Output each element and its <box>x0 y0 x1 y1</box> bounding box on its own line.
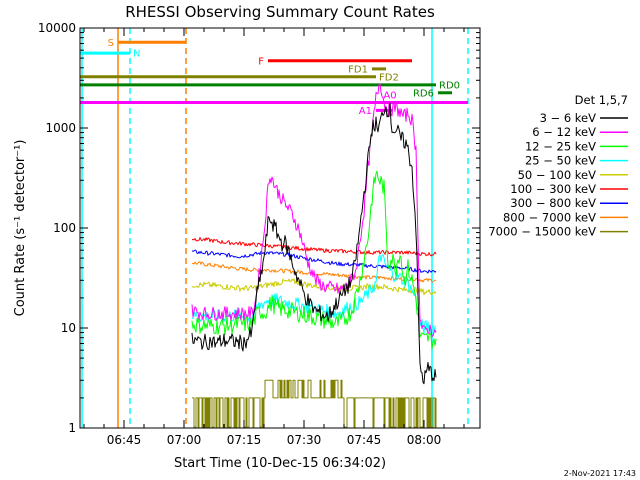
flag-label-2: F <box>258 56 264 67</box>
series-line-8 <box>192 379 437 428</box>
chart-title: RHESSI Observing Summary Count Rates <box>125 3 435 21</box>
series-line-3 <box>191 254 437 335</box>
legend-label: 100 − 300 keV <box>510 182 596 196</box>
x-tick-label: 07:45 <box>347 433 382 447</box>
legend-label: 12 − 25 keV <box>525 139 596 153</box>
y-axis-label: Count Rate (s⁻¹ detector⁻¹) <box>13 140 28 317</box>
legend-label: 300 − 800 keV <box>510 196 596 210</box>
flag-label-7: A1 <box>359 106 372 117</box>
flag-label-3: FD1 <box>348 64 368 75</box>
x-tick-label: 07:00 <box>167 433 202 447</box>
y-tick-label: 100 <box>53 221 76 235</box>
x-tick-label: 06:45 <box>107 433 142 447</box>
series-line-2 <box>191 170 437 350</box>
flag-label-6: RD6 <box>413 88 434 99</box>
y-tick-label: 1000 <box>45 121 76 135</box>
y-tick-label: 1 <box>68 421 76 435</box>
legend-label: 3 − 6 keV <box>540 111 597 125</box>
x-tick-label: 07:15 <box>227 433 262 447</box>
series-line-6 <box>191 249 437 274</box>
series-line-1 <box>191 83 437 337</box>
series-line-0 <box>191 102 437 385</box>
series-line-4 <box>191 278 437 296</box>
plot-area: S N F FD1 FD2 RD0 RD6 A1 A0 <box>80 28 469 428</box>
flag-label-1: N <box>133 49 140 60</box>
legend-label: 50 − 100 keV <box>518 168 597 182</box>
y-tick-label: 10000 <box>38 21 76 35</box>
legend-label: 25 − 50 keV <box>525 154 596 168</box>
flag-label-8: A0 <box>383 90 396 101</box>
legend-label: 7000 − 15000 keV <box>488 225 596 239</box>
series-line-5 <box>191 237 437 257</box>
x-tick-label: 08:00 <box>407 433 442 447</box>
footer-timestamp: 2-Nov-2021 17:43 <box>564 469 636 478</box>
legend-label: 800 − 7000 keV <box>503 210 596 224</box>
legend-title: Det 1,5,7 <box>575 93 628 107</box>
flag-label-0: S <box>108 38 114 49</box>
x-tick-label: 07:30 <box>287 433 322 447</box>
y-tick-label: 10 <box>61 321 76 335</box>
legend-label: 6 − 12 keV <box>532 125 596 139</box>
x-axis: 06:45 07:00 07:15 07:30 07:45 08:00 <box>83 28 465 447</box>
flag-label-5: RD0 <box>439 80 460 91</box>
x-axis-label: Start Time (10-Dec-15 06:34:02) <box>174 456 386 471</box>
flag-label-4: FD2 <box>379 72 399 83</box>
y-axis: 1 10 100 1000 10000 <box>38 21 480 435</box>
